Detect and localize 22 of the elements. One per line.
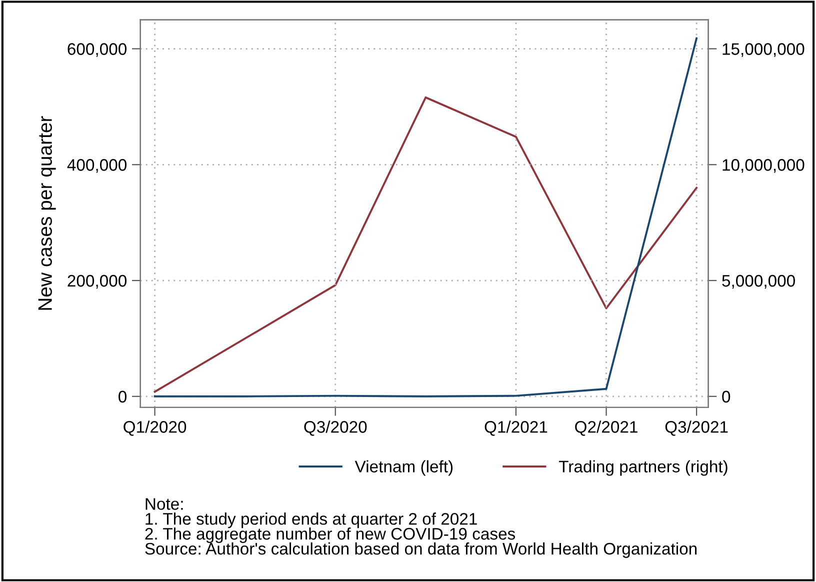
x-tick-label: Q3/2021 — [665, 420, 728, 436]
y-tick-label: 600,000 — [68, 43, 127, 57]
x-tick-label: Q2/2021 — [575, 420, 638, 436]
x-tick-label: Q1/2021 — [484, 420, 548, 436]
y-tick-label: 200,000 — [68, 274, 127, 289]
y-tick-label: 0 — [118, 390, 127, 403]
legend-label: Trading partners (right) — [558, 460, 728, 476]
y2-tick-label: 15,000,000 — [722, 43, 804, 57]
line-series — [154, 96, 698, 393]
y2-tick-label: 10,000,000 — [722, 159, 804, 173]
y2-tick-label: 0 — [722, 390, 730, 403]
y-axis-title: New cases per quarter — [38, 116, 56, 310]
x-tick-label: Q1/2020 — [124, 420, 186, 436]
text: 2. The aggregate number of new COVID-19 cases — [145, 527, 516, 544]
text: 1. The study period ends at quarter 2 of 2021 — [146, 512, 477, 528]
y2-tick-label: 5,000,000 — [722, 274, 795, 289]
x-tick-label: Q3/2020 — [304, 420, 367, 436]
y-tick-label: 400,000 — [67, 159, 127, 173]
source-note: Source: Author's calculation based on data from World Health Organization — [145, 542, 697, 558]
line-series — [154, 37, 698, 398]
text: Note: — [146, 498, 183, 510]
legend-label: Vietnam (left) — [354, 460, 453, 476]
